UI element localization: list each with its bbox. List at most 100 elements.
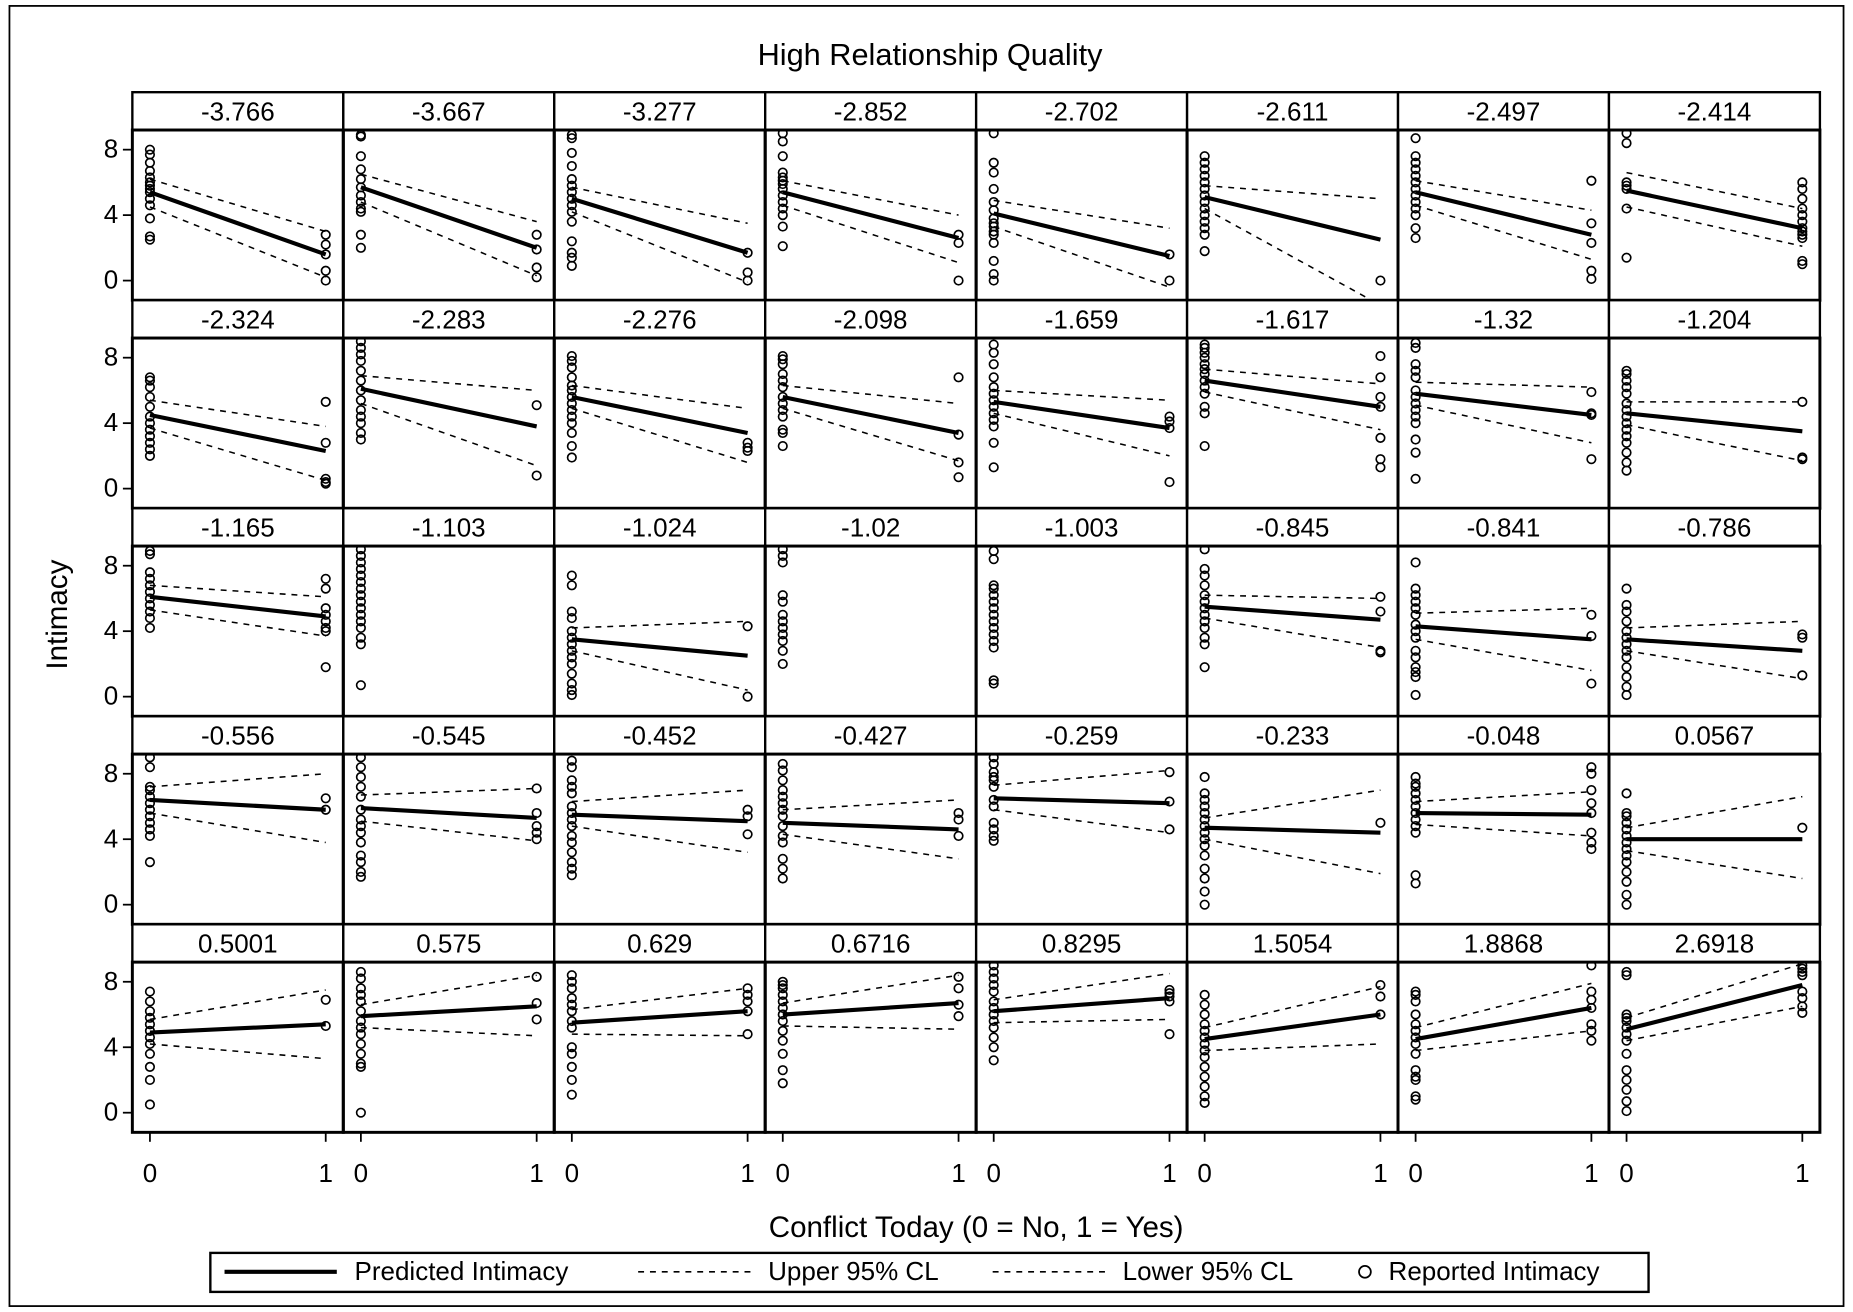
reported-point	[1586, 175, 1597, 186]
reported-point	[1199, 1071, 1210, 1082]
reported-point	[777, 1009, 788, 1020]
reported-point	[1199, 375, 1210, 386]
predicted-line	[1204, 378, 1381, 409]
reported-point	[953, 237, 964, 249]
reported-point	[566, 755, 577, 766]
reported-point	[566, 993, 577, 1004]
predicted-line	[1204, 604, 1381, 622]
reported-point	[355, 1058, 366, 1069]
lower-line	[782, 204, 959, 264]
reported-point	[320, 573, 331, 584]
reported-point	[1199, 223, 1210, 234]
reported-point	[1199, 1045, 1210, 1056]
reported-point	[988, 359, 999, 370]
panel: 0.575 0 1	[341, 923, 556, 1188]
reported-point	[988, 817, 999, 828]
reported-point	[566, 355, 577, 367]
reported-point	[953, 429, 964, 440]
reported-point	[355, 229, 366, 240]
reported-point	[1410, 626, 1421, 637]
reported-point	[1164, 1029, 1175, 1040]
reported-point	[777, 821, 788, 832]
plot-area	[1410, 557, 1597, 701]
reported-point	[355, 206, 366, 217]
reported-point	[1586, 1035, 1597, 1046]
reported-point	[777, 645, 788, 656]
panel-header	[342, 507, 556, 548]
plot-area	[355, 754, 542, 882]
reported-point	[988, 183, 999, 195]
reported-point	[1621, 203, 1632, 214]
reported-point	[144, 231, 156, 242]
upper-line	[1626, 620, 1803, 629]
reported-point	[1199, 821, 1210, 832]
reported-point	[1621, 437, 1632, 448]
predicted-line	[360, 806, 537, 820]
reported-point	[1164, 824, 1175, 835]
reported-point	[777, 658, 788, 669]
x-tick-label: 1	[740, 1158, 754, 1188]
reported-point	[988, 408, 999, 419]
reported-point	[1199, 210, 1210, 221]
reported-point	[1410, 557, 1421, 568]
reported-point	[355, 583, 366, 594]
reported-point	[1410, 190, 1421, 201]
reported-point	[1199, 840, 1210, 851]
predicted-line	[782, 190, 960, 241]
reported-point	[1410, 996, 1421, 1007]
reported-point	[1621, 850, 1632, 861]
panel-header	[553, 715, 767, 756]
reported-point	[953, 983, 964, 994]
frame	[8, 5, 1845, 1307]
reported-point	[144, 1099, 156, 1110]
y-tick-label: 0	[104, 1097, 118, 1127]
reported-point	[355, 395, 366, 406]
reported-point	[777, 221, 788, 232]
reported-point	[566, 613, 577, 624]
panel-label: -2.611	[1257, 96, 1329, 126]
plot-area	[1410, 338, 1597, 484]
panel: 0.6716 0 1	[763, 923, 978, 1188]
reported-point	[777, 196, 788, 208]
reported-point	[355, 603, 366, 614]
reported-point	[1164, 476, 1175, 488]
reported-point	[988, 781, 999, 792]
plot-area	[144, 144, 331, 286]
legend-label: Upper 95% CL	[768, 1256, 939, 1286]
reported-point	[777, 368, 788, 380]
reported-point	[566, 380, 577, 391]
reported-point	[566, 632, 577, 643]
reported-point	[1621, 177, 1632, 188]
reported-point	[1410, 177, 1421, 188]
reported-point	[777, 863, 788, 874]
reported-point	[1410, 878, 1421, 889]
panel: 1.5054 0 1	[1185, 923, 1400, 1188]
reported-point	[566, 606, 577, 617]
reported-point	[1410, 827, 1421, 838]
reported-point	[1621, 411, 1632, 422]
reported-point	[566, 452, 577, 463]
reported-point	[988, 622, 999, 633]
reported-point	[144, 754, 156, 763]
reported-point	[777, 546, 788, 555]
reported-point	[531, 807, 542, 819]
reported-point	[777, 136, 788, 147]
y-tick-label: 0	[104, 889, 118, 919]
reported-point	[1410, 151, 1421, 162]
reported-point	[988, 401, 999, 412]
reported-point	[144, 573, 156, 584]
reported-point	[320, 603, 331, 614]
plot-area	[988, 546, 999, 689]
y-tick-label: 8	[104, 342, 118, 372]
reported-point	[988, 226, 999, 237]
panel-header	[974, 299, 1189, 340]
reported-point	[777, 1035, 788, 1046]
reported-point	[320, 437, 331, 448]
reported-point	[1621, 843, 1632, 855]
panel-label: -0.259	[1045, 720, 1119, 750]
reported-point	[777, 550, 788, 561]
reported-point	[1621, 652, 1632, 663]
reported-point	[1621, 1096, 1632, 1107]
panel-label: -0.556	[201, 720, 275, 750]
panel-label: -0.048	[1467, 720, 1541, 750]
